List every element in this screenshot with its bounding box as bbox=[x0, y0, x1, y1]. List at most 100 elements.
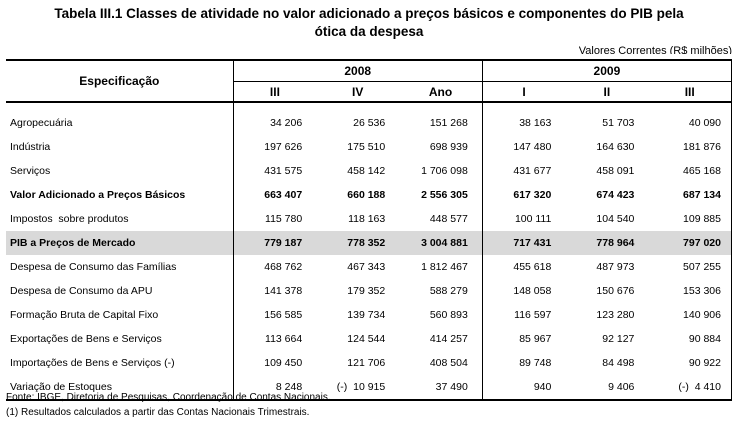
table-row: PIB a Preços de Mercado 779 187 778 352 … bbox=[6, 231, 733, 255]
table-row: Serviços 431 575 458 142 1 706 098 431 6… bbox=[6, 159, 733, 183]
cell-value: 153 306 bbox=[648, 279, 733, 303]
cell-value: (-) 4 410 bbox=[648, 375, 733, 401]
header-quarter: II bbox=[565, 81, 649, 103]
row-label: Importações de Bens e Serviços (-) bbox=[10, 357, 175, 369]
cell-value: 124 544 bbox=[347, 333, 386, 345]
cell-value: 109 450 bbox=[232, 351, 317, 375]
cell-value: 51 703 bbox=[602, 117, 635, 129]
cell-value: 148 058 bbox=[481, 279, 566, 303]
cell-value: 3 004 881 bbox=[399, 231, 483, 255]
cell-value: 507 255 bbox=[648, 255, 733, 279]
cell-value: 118 163 bbox=[348, 213, 386, 225]
row-label: Formação Bruta de Capital Fixo bbox=[10, 309, 159, 321]
table-row: Exportações de Bens e Serviços 113 664 1… bbox=[6, 327, 733, 351]
table-row: Variação de Estoques 8 248 (-) 10 915 37… bbox=[6, 375, 733, 401]
cell-value: 104 540 bbox=[596, 213, 635, 225]
cell-value: 37 490 bbox=[399, 375, 483, 401]
cell-value: 8 248 bbox=[232, 375, 317, 401]
cell-value: 175 510 bbox=[347, 141, 386, 153]
cell-value: 156 585 bbox=[232, 303, 317, 327]
cell-value: 164 630 bbox=[596, 141, 635, 153]
cell-value: 84 498 bbox=[602, 357, 635, 369]
row-label: Serviços bbox=[10, 165, 51, 177]
cell-value: 698 939 bbox=[429, 141, 468, 153]
table-row: Despesa de Consumo das Famílias 468 762 … bbox=[6, 255, 733, 279]
header-year-2008: 2008 bbox=[232, 59, 483, 82]
table-row: Indústria 197 626 175 510 698 939 147 48… bbox=[6, 135, 733, 159]
row-label: Exportações de Bens e Serviços bbox=[10, 333, 162, 345]
row-label: Valor Adicionado a Preços Básicos bbox=[10, 189, 186, 201]
table-title-line2: ótica da despesa bbox=[314, 24, 424, 39]
cell-value: 38 163 bbox=[481, 111, 566, 135]
cell-value: 687 134 bbox=[648, 183, 733, 207]
cell-value: 617 320 bbox=[481, 183, 566, 207]
cell-value: 147 480 bbox=[481, 135, 566, 159]
cell-value: 197 626 bbox=[232, 135, 317, 159]
header-quarter: I bbox=[481, 81, 566, 103]
table-row: Importações de Bens e Serviços (-) 109 4… bbox=[6, 351, 733, 375]
cell-value: 116 597 bbox=[481, 303, 566, 327]
cell-value: 465 168 bbox=[648, 159, 733, 183]
cell-value: 448 577 bbox=[429, 213, 468, 225]
table-row: Valor Adicionado a Preços Básicos 663 40… bbox=[6, 183, 733, 207]
unit-label: Valores Correntes (R$ milhões) bbox=[578, 45, 732, 54]
cell-value: 90 922 bbox=[648, 351, 733, 375]
header-quarter: Ano bbox=[399, 81, 483, 103]
header-year-2009: 2009 bbox=[481, 59, 733, 82]
cell-value: 797 020 bbox=[648, 231, 733, 255]
table-row: Agropecuária 34 206 26 536 151 268 38 16… bbox=[6, 111, 733, 135]
table-title-line1: Tabela III.1 Classes de atividade no val… bbox=[54, 6, 684, 21]
cell-value: 431 677 bbox=[481, 159, 566, 183]
source-note: Fonte: IBGE, Diretoria de Pesquisas, Coo… bbox=[6, 392, 331, 403]
row-label: Despesa de Consumo da APU bbox=[10, 285, 153, 297]
cell-value: 181 876 bbox=[648, 135, 733, 159]
cell-value: 487 973 bbox=[596, 261, 635, 273]
table-row: Formação Bruta de Capital Fixo 156 585 1… bbox=[6, 303, 733, 327]
cell-value: 179 352 bbox=[347, 285, 386, 297]
cell-value: (-) 10 915 bbox=[316, 375, 400, 401]
cell-value: 9 406 bbox=[565, 375, 649, 401]
row-label: Variação de Estoques bbox=[6, 375, 234, 401]
cell-value: 455 618 bbox=[481, 255, 566, 279]
header-quarter: IV bbox=[316, 81, 400, 103]
cell-value: 89 748 bbox=[481, 351, 566, 375]
cell-value: 85 967 bbox=[481, 327, 566, 351]
cell-value: 778 964 bbox=[565, 231, 649, 255]
cell-value: 92 127 bbox=[602, 333, 635, 345]
cell-value: 467 343 bbox=[347, 261, 386, 273]
cell-value: 140 906 bbox=[648, 303, 733, 327]
cell-value: 151 268 bbox=[429, 117, 468, 129]
data-table: Especificação 2008 2009 III IV Ano I II … bbox=[6, 59, 733, 401]
cell-value: 1 706 098 bbox=[421, 165, 468, 177]
cell-value: 674 423 bbox=[596, 189, 635, 201]
table-title: Tabela III.1 Classes de atividade no val… bbox=[0, 5, 738, 41]
row-label: Indústria bbox=[10, 141, 51, 153]
cell-value: 940 bbox=[481, 375, 566, 401]
cell-value: 458 091 bbox=[596, 165, 635, 177]
cell-value: 139 734 bbox=[347, 309, 386, 321]
cell-value: 2 556 305 bbox=[421, 189, 468, 201]
cell-value: 660 188 bbox=[347, 189, 386, 201]
cell-value: 778 352 bbox=[316, 231, 400, 255]
footnote-1: (1) Resultados calculados a partir das C… bbox=[6, 407, 310, 418]
cell-value: 468 762 bbox=[232, 255, 317, 279]
cell-value: 588 279 bbox=[429, 285, 468, 297]
table-row: Impostos sobre produtos 115 780 118 163 … bbox=[6, 207, 733, 231]
cell-value: 717 431 bbox=[481, 231, 566, 255]
cell-value: 458 142 bbox=[347, 165, 386, 177]
cell-value: 431 575 bbox=[232, 159, 317, 183]
cell-value: 34 206 bbox=[232, 111, 317, 135]
row-label: Despesa de Consumo das Famílias bbox=[10, 261, 177, 273]
cell-value: 40 090 bbox=[648, 111, 733, 135]
table-row: Despesa de Consumo da APU 141 378 179 35… bbox=[6, 279, 733, 303]
cell-value: 560 893 bbox=[429, 309, 468, 321]
row-label: Agropecuária bbox=[10, 117, 73, 129]
header-quarter: III bbox=[232, 81, 317, 103]
header-quarter: III bbox=[648, 81, 733, 103]
cell-value: 141 378 bbox=[232, 279, 317, 303]
cell-value: 90 884 bbox=[648, 327, 733, 351]
cell-value: 1 812 467 bbox=[421, 261, 468, 273]
header-spec: Especificação bbox=[6, 59, 234, 103]
cell-value: 100 111 bbox=[481, 207, 566, 231]
row-label: PIB a Preços de Mercado bbox=[6, 231, 234, 255]
